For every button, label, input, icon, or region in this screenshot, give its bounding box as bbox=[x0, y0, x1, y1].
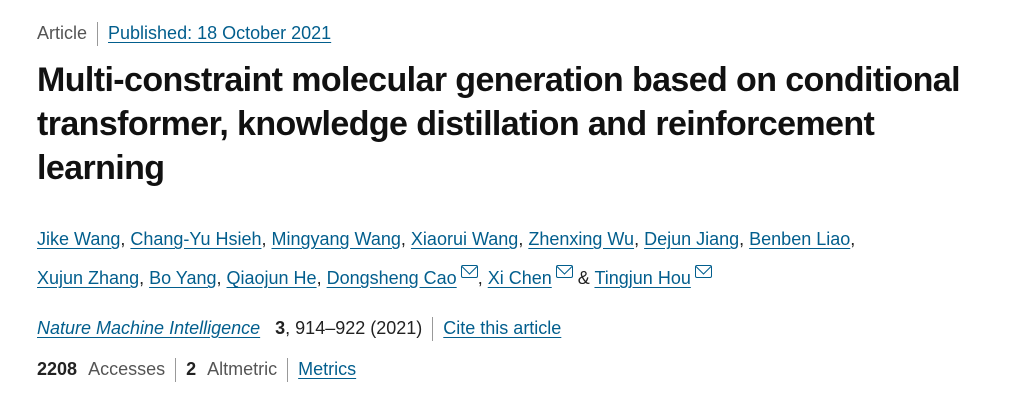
author-link[interactable]: Xiaorui Wang bbox=[410, 229, 519, 249]
divider bbox=[432, 317, 434, 341]
accesses-label: Accesses bbox=[88, 358, 166, 379]
article-meta: Article Published: 18 October 2021 bbox=[37, 22, 331, 46]
author-link[interactable]: Dongsheng Cao bbox=[326, 268, 457, 288]
author-list: Jike Wang, Chang-Yu Hsieh, Mingyang Wang… bbox=[37, 229, 856, 288]
cite-link[interactable]: Cite this article bbox=[443, 317, 562, 338]
mail-icon[interactable] bbox=[460, 265, 478, 278]
accesses-count: 2208 bbox=[37, 358, 78, 379]
journal-link[interactable]: Nature Machine Intelligence bbox=[37, 317, 261, 338]
divider bbox=[287, 358, 289, 382]
altmetric-label: Altmetric bbox=[207, 358, 278, 379]
author-link[interactable]: Dejun Jiang bbox=[644, 229, 740, 249]
metrics-line: 2208 Accesses 2 Altmetric Metrics bbox=[37, 358, 356, 382]
author-link[interactable]: Chang-Yu Hsieh bbox=[130, 229, 262, 249]
volume: 3 bbox=[275, 317, 286, 338]
altmetric-count: 2 bbox=[186, 358, 197, 379]
article-title: Multi-constraint molecular generation ba… bbox=[37, 61, 961, 187]
author-link[interactable]: Mingyang Wang bbox=[271, 229, 401, 249]
citation-line: Nature Machine Intelligence 3, 914–922 (… bbox=[37, 317, 561, 341]
pages: , 914–922 (2021) bbox=[285, 317, 423, 338]
author-link[interactable]: Jike Wang bbox=[37, 229, 121, 249]
author-link[interactable]: Qiaojun He bbox=[226, 268, 317, 288]
divider bbox=[175, 358, 177, 382]
author-link[interactable]: Benben Liao bbox=[749, 229, 851, 249]
author-link[interactable]: Bo Yang bbox=[149, 268, 217, 288]
author-link[interactable]: Zhenxing Wu bbox=[528, 229, 635, 249]
article-type: Article bbox=[37, 22, 88, 43]
author-link[interactable]: Xi Chen bbox=[487, 268, 552, 288]
author-link[interactable]: Tingjun Hou bbox=[594, 268, 691, 288]
author-link[interactable]: Xujun Zhang bbox=[37, 268, 140, 288]
published-date-link[interactable]: Published: 18 October 2021 bbox=[108, 22, 332, 43]
divider bbox=[97, 22, 99, 46]
mail-icon[interactable] bbox=[555, 265, 573, 278]
mail-icon[interactable] bbox=[694, 265, 712, 278]
metrics-link[interactable]: Metrics bbox=[298, 358, 357, 379]
